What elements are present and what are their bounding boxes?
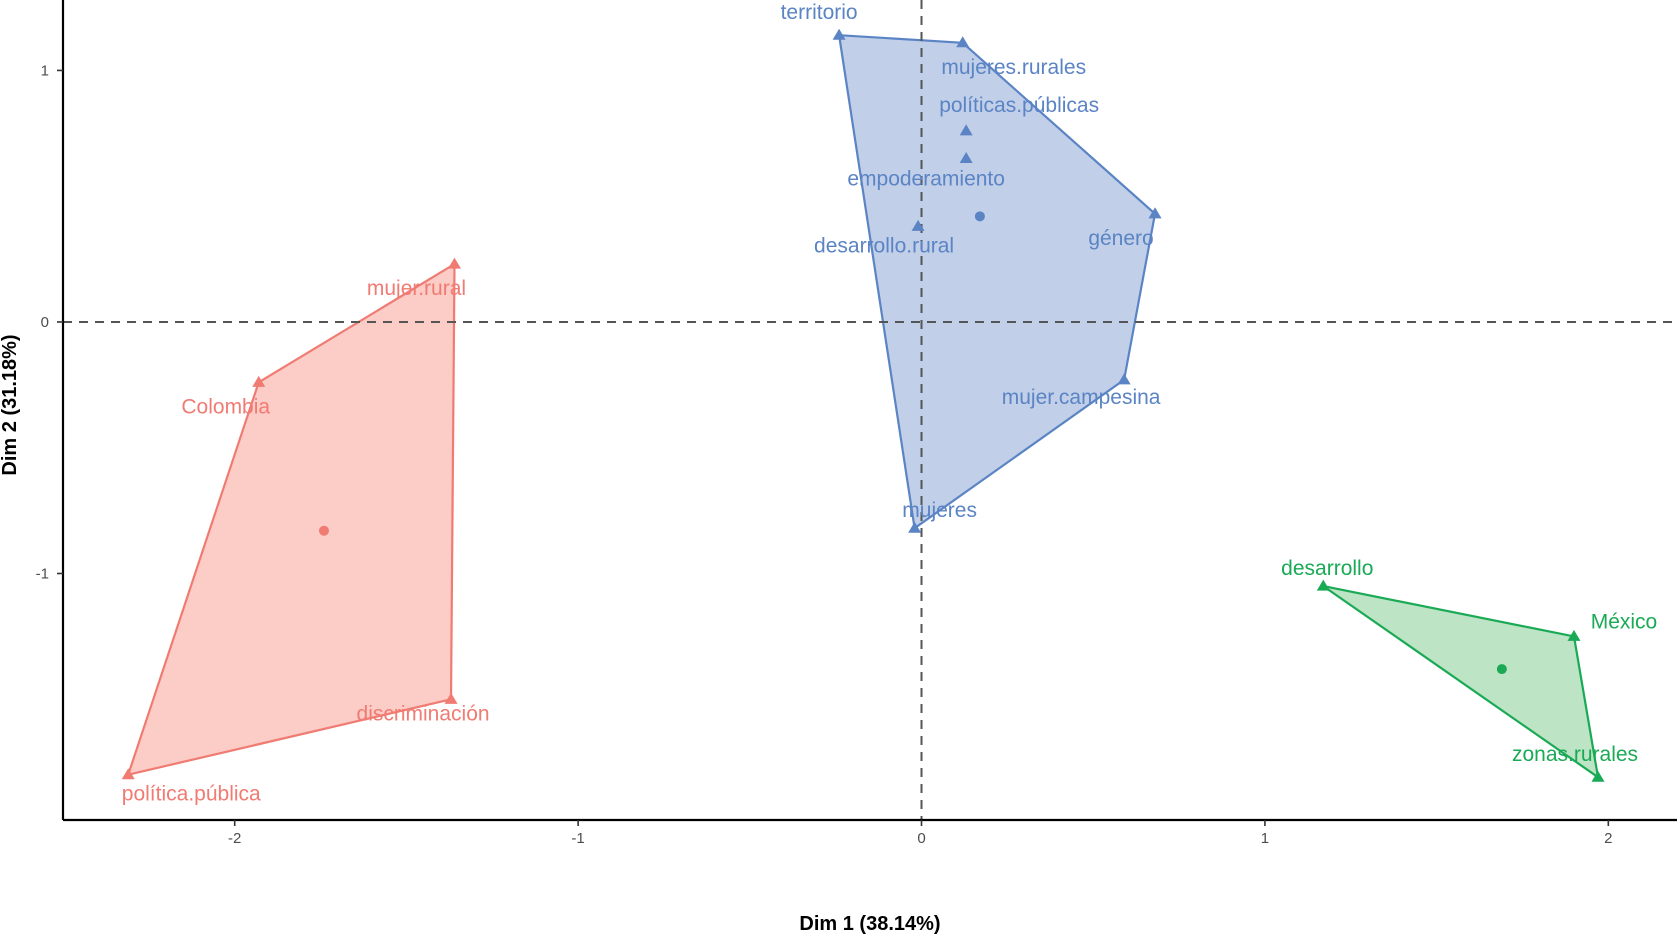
point-marker (908, 521, 922, 533)
point-marker (959, 151, 973, 164)
cluster-centroids (318, 211, 1507, 675)
cluster-hull-2 (837, 34, 1157, 530)
axes (57, 0, 1677, 826)
point-marker (1117, 373, 1131, 385)
cluster-centroid-3 (1496, 664, 1507, 675)
point-label: empoderamiento (847, 167, 1005, 190)
cluster-hulls (127, 34, 1600, 779)
y-tick-label: 1 (41, 62, 49, 79)
cluster-centroid-2 (974, 211, 985, 222)
point-marker (911, 219, 925, 231)
x-tick-label: 1 (1261, 830, 1269, 847)
y-axis-title: Dim 2 (31.18%) (0, 334, 21, 475)
point-label: desarrollo.rural (814, 234, 954, 257)
point-label: mujeres.rurales (941, 56, 1086, 79)
y-tick-label: -1 (36, 565, 49, 582)
cluster-hull-3 (1322, 584, 1600, 779)
point-markers (121, 28, 1605, 782)
x-tick-label: 2 (1604, 830, 1612, 847)
point-label: políticas.públicas (939, 94, 1099, 117)
point-label: política.pública (122, 783, 261, 806)
point-marker (1316, 579, 1330, 591)
point-marker (956, 36, 970, 48)
point-label: México (1591, 610, 1658, 633)
point-labels: mujer.rural Colombia discriminación polític… (122, 1, 1657, 806)
point-marker (832, 28, 846, 40)
point-marker (959, 124, 973, 136)
y-tick-label: 0 (41, 314, 49, 331)
point-marker (444, 692, 458, 704)
point-label: discriminación (357, 702, 490, 725)
point-label: mujer.campesina (1002, 386, 1161, 409)
point-marker (1591, 770, 1605, 782)
point-marker (1567, 629, 1581, 641)
point-label: género (1088, 227, 1153, 250)
reference-lines (63, 0, 1677, 820)
point-label: territorio (781, 1, 858, 24)
point-label: zonas.rurales (1512, 743, 1638, 766)
point-marker (447, 257, 461, 269)
x-tick-label: -1 (571, 830, 584, 847)
cluster-hull-1 (127, 263, 456, 776)
x-tick-label: 0 (917, 830, 925, 847)
point-marker (252, 375, 266, 387)
point-label: desarrollo (1281, 557, 1373, 580)
point-label: Colombia (181, 395, 270, 418)
point-label: mujer.rural (367, 277, 466, 300)
tick-labels: -2 -1 0 1 2 -1 0 1 (36, 62, 1613, 847)
point-label: mujeres (902, 499, 977, 522)
cluster-centroid-1 (318, 525, 329, 536)
point-marker (121, 768, 135, 780)
point-marker (1148, 207, 1162, 219)
x-axis-title: Dim 1 (38.14%) (799, 913, 940, 935)
x-tick-label: -2 (228, 830, 241, 847)
